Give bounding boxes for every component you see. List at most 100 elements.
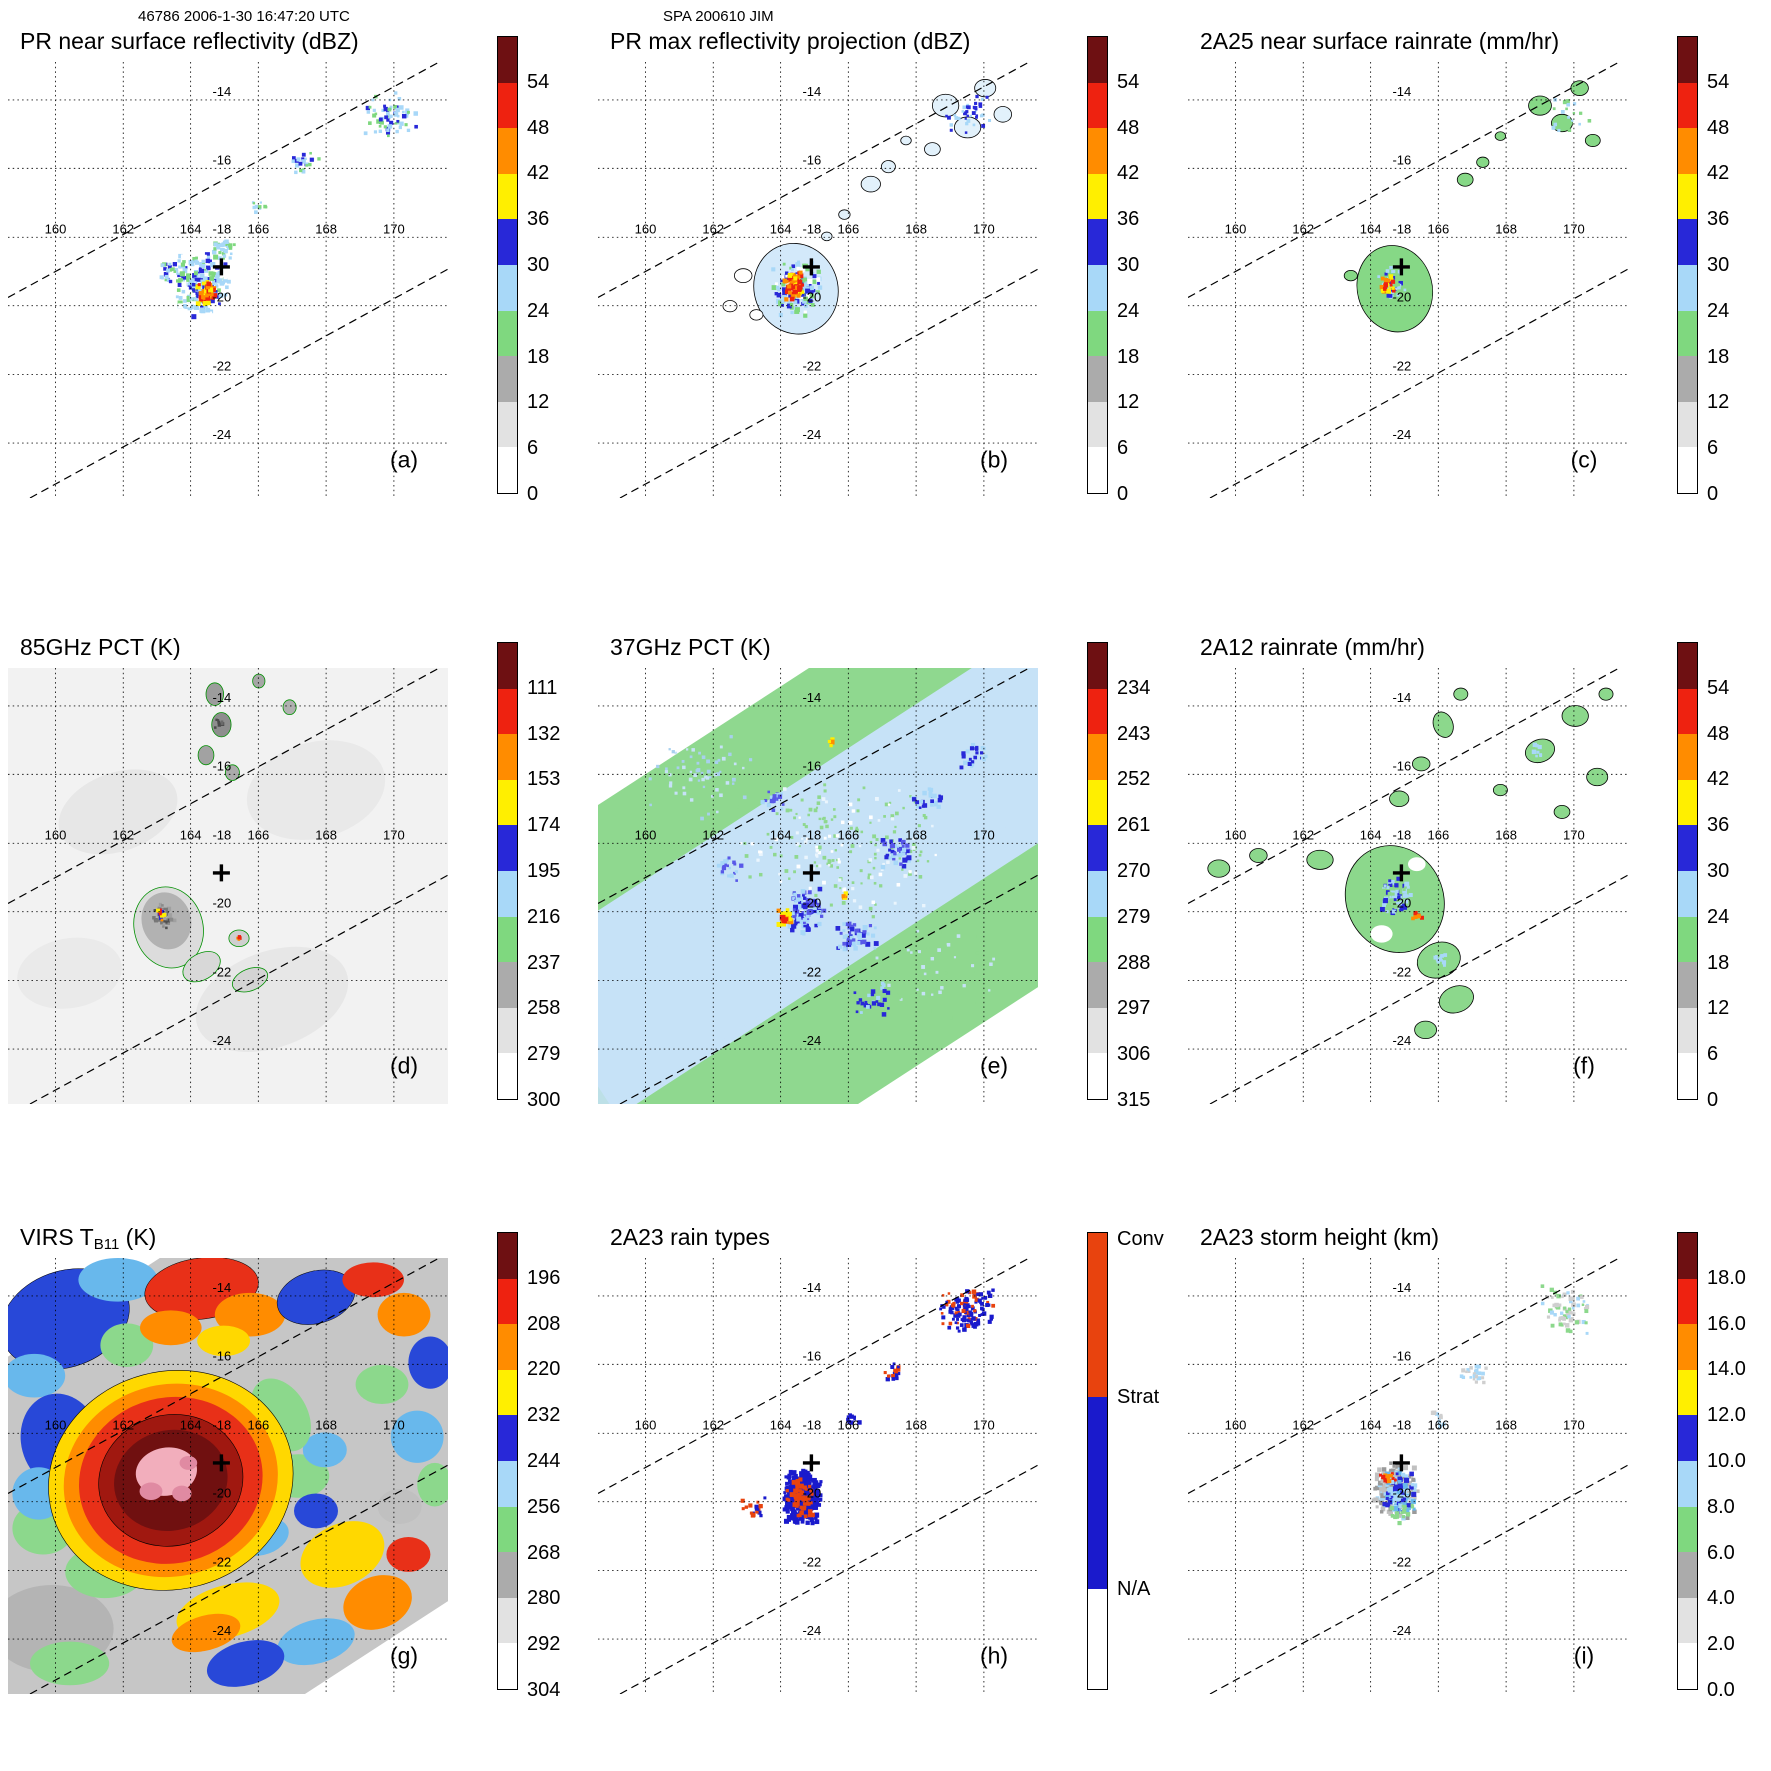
lon-tick-label: 166 xyxy=(1428,827,1450,842)
colorbar-tick-label: 18 xyxy=(527,345,550,368)
colorbar-segment xyxy=(1088,37,1107,83)
lat-tick-label: -18 xyxy=(802,221,821,236)
lat-tick-label: -24 xyxy=(1392,427,1411,442)
colorbar-tick-label: 297 xyxy=(1117,997,1151,1020)
colorbar-tick-label: 10.0 xyxy=(1707,1450,1746,1472)
lon-tick-label: 162 xyxy=(1292,827,1314,842)
colorbar-segment xyxy=(1088,1053,1107,1099)
lon-tick-label: 170 xyxy=(1563,827,1585,842)
colorbar-segment xyxy=(1678,825,1697,871)
swath-edge-lines xyxy=(8,1258,448,1694)
colorbar-tick-label: 18 xyxy=(1707,951,1730,974)
colorbar-category-label: Conv xyxy=(1117,1228,1164,1250)
colorbar-tick-label: 6 xyxy=(1117,437,1129,460)
colorbar-segment xyxy=(498,1007,517,1054)
swath-edge-lines xyxy=(1188,668,1628,1104)
map-data-layer xyxy=(8,668,448,1104)
colorbar-tick-label: 12 xyxy=(1707,391,1730,414)
swath-edge-lines xyxy=(8,62,448,498)
lat-tick-label: -16 xyxy=(802,758,821,773)
colorbar-segment xyxy=(498,870,517,917)
axis-labels: 160 162 164 166 168 170 -14 -16 -18 -20 -22 -24 xyxy=(635,1280,995,1638)
colorbar-segment xyxy=(1678,962,1697,1008)
lat-tick-label: -14 xyxy=(802,1280,821,1295)
colorbar-segment xyxy=(1678,1415,1697,1461)
lat-tick-label: -16 xyxy=(212,758,231,773)
storm-center-marker xyxy=(802,258,820,276)
lon-tick-label: 168 xyxy=(315,1417,337,1432)
lon-tick-label: 162 xyxy=(112,1417,134,1432)
panel-letter: (a) xyxy=(390,446,418,472)
colorbar-tick-label: 12 xyxy=(1707,997,1730,1020)
lat-tick-label: -18 xyxy=(1392,221,1411,236)
colorbar-segment xyxy=(1088,1588,1107,1689)
lat-tick-label: -20 xyxy=(1392,896,1411,911)
lon-tick-label: 162 xyxy=(112,221,134,236)
colorbar-segment xyxy=(498,916,517,963)
colorbar-segment xyxy=(498,173,517,220)
map-e: 160 162 164 166 168 170 -14 -16 -18 -20 -22 -24 (e) xyxy=(598,668,1038,1104)
storm-center-marker xyxy=(212,864,230,882)
lat-tick-label: -18 xyxy=(802,1417,821,1432)
lon-tick-label: 170 xyxy=(973,1417,995,1432)
colorbar-segment xyxy=(1678,1643,1697,1689)
storm-center-marker xyxy=(1392,258,1410,276)
colorbar-segment xyxy=(1678,1552,1697,1598)
lon-tick-label: 162 xyxy=(1292,221,1314,236)
swath-edge-lines xyxy=(598,668,1038,1104)
colorbar-segment xyxy=(498,82,517,129)
latlon-gridlines xyxy=(8,1258,448,1694)
colorbar-segment xyxy=(498,37,517,83)
lon-tick-label: 164 xyxy=(1360,1417,1382,1432)
panel-e: 37GHz PCT (K) 160 162 164 166 168 170 -14 -16 -18… xyxy=(590,590,1180,1180)
lat-tick-label: -18 xyxy=(212,221,231,236)
colorbar-segment xyxy=(1678,1278,1697,1325)
panel-title-g: VIRS TB11 (K) xyxy=(20,1224,156,1253)
colorbar-segment xyxy=(1088,173,1107,220)
colorbar-tick-label: 36 xyxy=(527,208,550,231)
lat-tick-label: -20 xyxy=(212,896,231,911)
colorbar-tick-label: 292 xyxy=(527,1633,561,1656)
colorbar-segment xyxy=(1678,870,1697,917)
lon-tick-label: 170 xyxy=(383,221,405,236)
panel-title-d: 85GHz PCT (K) xyxy=(20,634,181,660)
colorbar-tick-label: 288 xyxy=(1117,951,1151,974)
colorbar-tick-label: 279 xyxy=(527,1043,561,1066)
lat-tick-label: -14 xyxy=(802,84,821,99)
colorbar-segment xyxy=(1088,779,1107,826)
lat-tick-label: -24 xyxy=(1392,1623,1411,1638)
colorbar-tick-label: 12.0 xyxy=(1707,1404,1746,1427)
colorbar-segment xyxy=(1088,356,1107,402)
colorbar-segment xyxy=(1088,447,1107,493)
lon-tick-label: 160 xyxy=(1225,827,1247,842)
colorbar-segment xyxy=(1088,870,1107,917)
colorbar-tick-label: 280 xyxy=(527,1587,561,1610)
colorbar-tick-label: 315 xyxy=(1117,1089,1151,1111)
title-subscript: B11 xyxy=(93,1236,120,1253)
lat-tick-label: -14 xyxy=(1392,84,1411,99)
lat-tick-label: -22 xyxy=(212,359,231,374)
colorbar-tick-label: 48 xyxy=(1707,116,1730,139)
colorbar-tick-label: 220 xyxy=(527,1358,561,1381)
latlon-gridlines xyxy=(1188,668,1628,1104)
colorbar-segment xyxy=(498,688,517,735)
colorbar-segment xyxy=(1088,962,1107,1008)
map-f: 160 162 164 166 168 170 -14 -16 -18 -20 -22 -24 (f) xyxy=(1188,668,1628,1104)
colorbar-segment xyxy=(498,447,517,493)
axis-labels: 160 162 164 166 168 170 -14 -16 -18 -20 -22 -24 xyxy=(1225,84,1585,442)
panel-title-e: 37GHz PCT (K) xyxy=(610,634,771,660)
panel-title-c: 2A25 near surface rainrate (mm/hr) xyxy=(1200,28,1560,54)
lat-tick-label: -18 xyxy=(212,827,231,842)
colorbar-segment xyxy=(498,310,517,357)
colorbar-tick-label: 54 xyxy=(1707,676,1730,699)
lon-tick-label: 164 xyxy=(180,221,202,236)
colorbar-tick-label: 24 xyxy=(527,299,550,322)
lon-tick-label: 164 xyxy=(180,1417,202,1432)
lon-tick-label: 160 xyxy=(45,827,67,842)
lon-tick-label: 168 xyxy=(1495,1417,1517,1432)
panel-letter: (h) xyxy=(980,1642,1008,1668)
colorbar-segment xyxy=(1678,1369,1697,1416)
colorbar-tick-label: 36 xyxy=(1707,208,1730,231)
panel-letter: (e) xyxy=(980,1052,1008,1078)
